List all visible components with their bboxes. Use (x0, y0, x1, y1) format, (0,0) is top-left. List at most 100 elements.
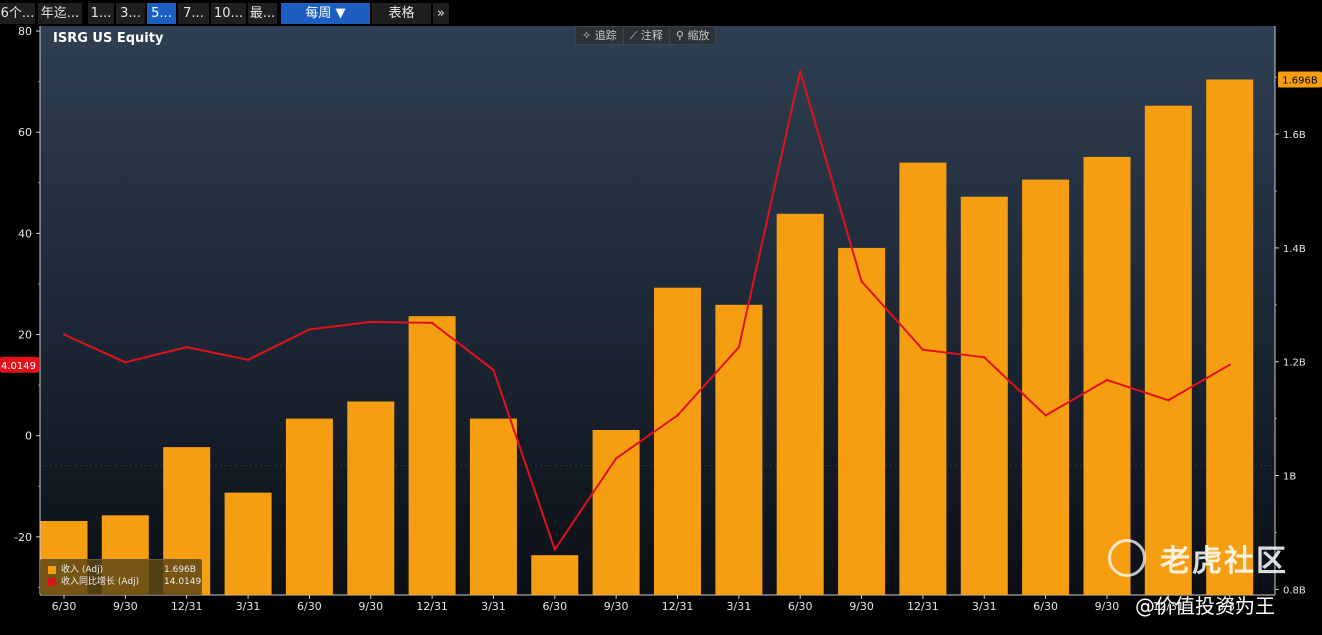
chart-svg: 80 60 40 20 0 -20 1.6B 1.4B 1.2B 1B 0.8B 6/30 9/30 12… (0, 26, 1322, 613)
x-axis-tick-label: 12/31 (1152, 600, 1184, 613)
left-axis-tick-label: 0 (25, 430, 32, 443)
growth-point (799, 70, 802, 73)
x-axis-tick-label: 3/31 (726, 600, 751, 613)
x-axis-tick-label: 3/31 (481, 600, 506, 613)
growth-point (1044, 414, 1047, 417)
growth-point (62, 333, 66, 336)
growth-point (246, 358, 250, 361)
x-axis-tick-label: 12/31 (662, 600, 694, 613)
revenue-last-value-label: 1.696B (1282, 75, 1318, 86)
period-7y-button[interactable]: 7... (178, 3, 210, 24)
growth-point (369, 320, 372, 324)
x-axis-tick-label: 9/30 (1095, 600, 1120, 613)
growth-point (983, 356, 986, 359)
growth-last-value-marker (0, 356, 39, 373)
growth-line (63, 71, 1231, 552)
watermark-user: @价值投资为王 (1135, 594, 1275, 618)
revenue-bar (654, 287, 701, 595)
x-axis-tick-label: 9/30 (849, 600, 874, 613)
growth-point (430, 321, 434, 325)
x-axis-tick-label: 12/31 (416, 600, 448, 613)
chart-area: 80 60 40 20 0 -20 1.6B 1.4B 1.2B 1B 0.8B 6/30 9/30 12… (0, 26, 1322, 635)
growth-point (1228, 363, 1231, 366)
tiger-logo-icon (1108, 539, 1146, 577)
period-3y-button[interactable]: 3... (116, 3, 146, 24)
growth-point (1105, 378, 1109, 382)
x-axis-tick-label: 6/30 (788, 600, 813, 613)
revenue-bar (224, 492, 272, 595)
right-axis-tick-label: 1.2B (1283, 358, 1306, 369)
x-axis-tick-label: 6/30 (542, 600, 567, 613)
right-axis-tick-label: 1B (1283, 472, 1296, 483)
right-axis-tick-label: 1.4B (1283, 244, 1306, 255)
growth-point (921, 348, 925, 351)
growth-point (185, 346, 188, 349)
chart-legend: 收入 (Adj) 1.696B 收入同比增长 (Adj) 14.0149 (40, 559, 202, 595)
chart-tools: ✧ 追踪 ⟋ 注释 ⚲ 缩放 (575, 26, 717, 45)
growth-point (614, 457, 618, 460)
period-5y-button[interactable]: 5... (147, 3, 177, 24)
legend-item-revenue: 收入 (Adj) 1.696B (46, 564, 196, 576)
legend-value: 14.0149 (164, 577, 202, 587)
growth-point (737, 346, 741, 349)
revenue-bar (347, 401, 395, 595)
x-axis-tick-label: 9/30 (358, 600, 383, 613)
right-axis-tick-label: 0.8B (1283, 585, 1306, 596)
left-axis-tick-label: 20 (18, 329, 32, 342)
legend-label: 收入 (Adj) (61, 565, 104, 575)
revenue-bar (408, 316, 456, 595)
x-axis-tick-label: 3/31 (236, 600, 261, 613)
max-button[interactable]: 最... (248, 3, 278, 24)
x-axis-tick-label: 6/30 (297, 600, 322, 613)
x-axis-tick-label: 12/31 (907, 600, 939, 613)
revenue-bar (285, 418, 333, 595)
revenue-bar (1144, 105, 1192, 595)
left-axis-tick-label: -20 (14, 531, 32, 544)
revenue-bar (715, 304, 763, 595)
x-axis-tick-label: 6/30 (52, 600, 77, 613)
period-10y-button[interactable]: 10... (211, 3, 247, 24)
legend-label: 收入同比增长 (Adj) (61, 577, 140, 587)
x-axis-tick-label: 3/31 (972, 600, 997, 613)
x-axis-tick-label: 9/30 (604, 600, 629, 613)
revenue-bar (1083, 156, 1131, 595)
revenue-bar (776, 213, 824, 596)
left-axis-tick-label: 80 (18, 26, 32, 38)
left-axis-tick-label: 60 (18, 126, 32, 139)
legend-swatch (48, 566, 56, 574)
x-axis-tick-label: 6/30 (1033, 600, 1058, 613)
growth-point (124, 361, 127, 364)
growth-point (492, 368, 495, 372)
track-tool-button[interactable]: ✧ 追踪 (576, 27, 624, 44)
revenue-bar (1206, 79, 1254, 595)
revenue-bar (531, 555, 579, 595)
period-6m-button[interactable]: 6个... (0, 3, 36, 24)
annotate-tool-button[interactable]: ⟋ 注释 (624, 27, 670, 44)
frequency-dropdown[interactable]: 每周 ▼ (281, 3, 371, 24)
x-axis-tick-label: 9/30 (113, 600, 138, 613)
period-1y-button[interactable]: 1... (88, 3, 115, 24)
chart-title: ISRG US Equity (53, 31, 164, 46)
revenue-bar (469, 418, 517, 595)
growth-last-value-label: 14.0149 (0, 361, 36, 372)
revenue-bar (838, 247, 886, 595)
toolbar: 6个... 年迄... 1... 3... 5... 7... 10... 最... 每周 ▼ 表… (0, 0, 1322, 26)
right-axis-tick-label: 1.6B (1283, 130, 1306, 141)
legend-value: 1.696B (164, 565, 196, 575)
legend-item-growth: 收入同比增长 (Adj) 14.0149 (46, 576, 201, 588)
growth-point (553, 548, 556, 551)
growth-point (1167, 399, 1170, 402)
revenue-bar (899, 162, 947, 595)
more-button[interactable]: » (433, 3, 450, 24)
zoom-tool-button[interactable]: ⚲ 缩放 (675, 29, 710, 42)
ytd-button[interactable]: 年迄... (38, 3, 83, 24)
revenue-bar (1022, 179, 1070, 595)
x-axis-tick-label: 3/31 (1217, 600, 1242, 613)
growth-point (860, 280, 863, 283)
growth-point (308, 328, 311, 331)
revenue-bar (960, 196, 1008, 595)
table-button[interactable]: 表格 (372, 3, 432, 24)
growth-point (676, 414, 679, 417)
revenue-bar (592, 430, 640, 595)
left-axis-tick-label: 40 (18, 227, 32, 240)
